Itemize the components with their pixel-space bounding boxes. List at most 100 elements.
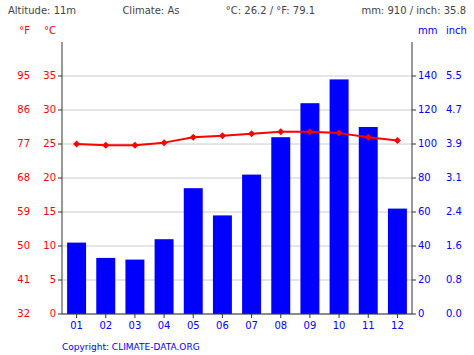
x-tick — [105, 314, 106, 318]
line-marker — [306, 128, 313, 135]
y2-tick — [412, 212, 416, 213]
header-annotation: Altitude: 11m — [8, 5, 76, 16]
x-tick-label: 05 — [187, 320, 200, 331]
y-tick-label: 20 — [43, 172, 56, 183]
x-tick — [280, 314, 281, 318]
y2-tick — [412, 76, 416, 77]
line-marker — [248, 130, 255, 137]
y3-label: °F — [19, 25, 30, 36]
bar — [213, 215, 232, 314]
line-marker — [219, 132, 226, 139]
bar — [271, 137, 290, 314]
y2-tick-label: 40 — [418, 240, 431, 251]
bar — [184, 188, 203, 314]
grid-line — [62, 110, 412, 111]
line-marker — [131, 142, 138, 149]
y2-tick-label: 100 — [418, 138, 437, 149]
bar — [96, 258, 115, 314]
y2-tick-label: 0 — [418, 308, 424, 319]
grid-line — [62, 314, 412, 315]
y2-tick — [412, 246, 416, 247]
x-tick-label: 04 — [158, 320, 171, 331]
x-tick — [76, 314, 77, 318]
y4-tick-label: 4.7 — [446, 104, 462, 115]
y-tick-label: 30 — [43, 104, 56, 115]
x-tick-label: 07 — [245, 320, 258, 331]
y2-tick — [412, 110, 416, 111]
y3-tick-label: 68 — [17, 172, 30, 183]
y-tick — [58, 246, 62, 247]
bar — [300, 103, 319, 314]
bar — [125, 260, 144, 314]
y2-tick-label: 120 — [418, 104, 437, 115]
plot-area — [67, 79, 407, 314]
bar — [359, 127, 378, 314]
line-marker — [365, 134, 372, 141]
y-tick — [58, 212, 62, 213]
line-marker — [161, 139, 168, 146]
line-marker — [336, 130, 343, 137]
y-tick — [58, 110, 62, 111]
y-tick — [58, 144, 62, 145]
x-tick — [368, 314, 369, 318]
y2-tick-label: 80 — [418, 172, 431, 183]
y-tick-label: 25 — [43, 138, 56, 149]
y-tick — [58, 314, 62, 315]
y4-label: inch — [446, 25, 467, 36]
x-axis-line — [62, 314, 412, 315]
line-marker — [277, 128, 284, 135]
y3-tick-label: 86 — [17, 104, 30, 115]
x-tick — [193, 314, 194, 318]
y2-label: mm — [418, 25, 437, 36]
x-tick — [251, 314, 252, 318]
y2-tick — [412, 144, 416, 145]
y-tick-label: 35 — [43, 70, 56, 81]
x-tick — [134, 314, 135, 318]
header-annotation: mm: 910 / inch: 35.8 — [361, 5, 466, 16]
bar — [388, 209, 407, 314]
x-tick-label: 11 — [362, 320, 375, 331]
x-tick-label: 08 — [274, 320, 287, 331]
y3-tick-label: 41 — [17, 274, 30, 285]
y3-tick-label: 59 — [17, 206, 30, 217]
y4-tick-label: 0.0 — [446, 308, 462, 319]
y4-tick-label: 3.9 — [446, 138, 462, 149]
x-tick-label: 12 — [391, 320, 404, 331]
line-marker — [73, 141, 80, 148]
y3-tick-label: 50 — [17, 240, 30, 251]
y-tick-label: 5 — [50, 274, 56, 285]
y3-tick-label: 32 — [17, 308, 30, 319]
y4-tick-label: 1.6 — [446, 240, 462, 251]
header-annotation: °C: 26.2 / °F: 79.1 — [226, 5, 315, 16]
y2-tick-label: 140 — [418, 70, 437, 81]
bar — [155, 239, 174, 314]
x-tick-label: 09 — [304, 320, 317, 331]
x-tick-label: 02 — [99, 320, 112, 331]
x-tick-label: 10 — [333, 320, 346, 331]
bar — [242, 175, 261, 314]
x-tick — [339, 314, 340, 318]
y2-tick — [412, 178, 416, 179]
y4-tick-label: 5.5 — [446, 70, 462, 81]
x-tick — [397, 314, 398, 318]
bar — [67, 243, 86, 314]
header-annotation: Climate: As — [122, 5, 179, 16]
y3-tick-label: 95 — [17, 70, 30, 81]
temperature-line — [77, 132, 398, 146]
y-tick — [58, 178, 62, 179]
y2-tick — [412, 280, 416, 281]
line-marker — [394, 137, 401, 144]
y-tick — [58, 76, 62, 77]
y-label: °C — [44, 25, 56, 36]
y4-tick-label: 3.1 — [446, 172, 462, 183]
y2-tick-label: 60 — [418, 206, 431, 217]
line-marker — [190, 134, 197, 141]
line-marker — [102, 142, 109, 149]
y4-tick-label: 2.4 — [446, 206, 462, 217]
x-tick — [309, 314, 310, 318]
y-tick — [58, 280, 62, 281]
y-tick-label: 0 — [50, 308, 56, 319]
y2-tick — [412, 314, 416, 315]
grid-line — [62, 76, 412, 77]
x-tick — [222, 314, 223, 318]
